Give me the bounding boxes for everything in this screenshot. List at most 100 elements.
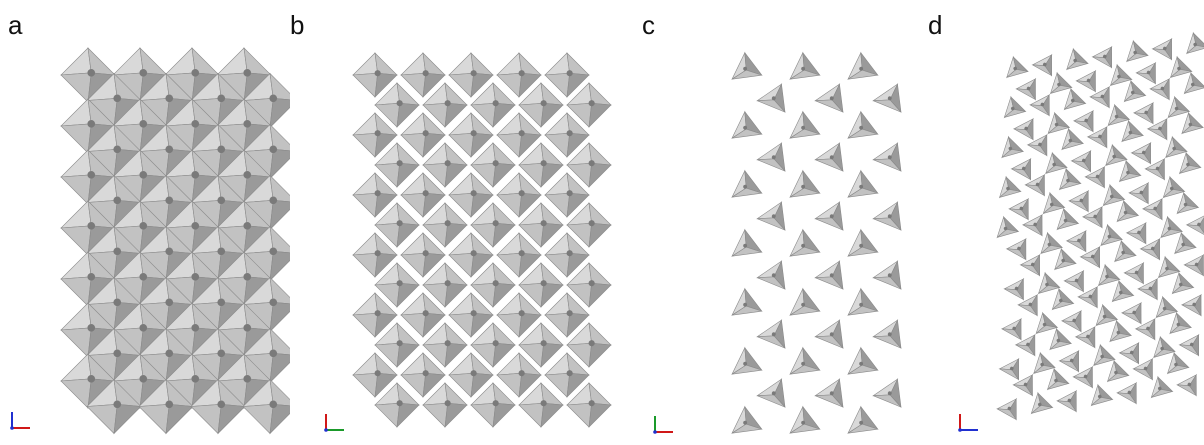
octahedron-b-49 — [566, 322, 612, 368]
tetrahedron-d-25 — [1167, 95, 1191, 119]
tetrahedron-d-53 — [1021, 213, 1043, 237]
tetrahedron-c-32 — [847, 346, 879, 376]
tetrahedron-d-75 — [1097, 263, 1121, 287]
octahedron-b-46 — [422, 322, 468, 368]
octahedron-b-17 — [470, 142, 516, 188]
axis-triad-d — [958, 414, 978, 432]
octahedron-b-7 — [470, 82, 516, 128]
tetrahedron-d-59 — [1005, 237, 1027, 261]
tetrahedron-d-84 — [1171, 271, 1195, 295]
octahedron-a-52 — [86, 378, 142, 435]
tetrahedron-c-3 — [756, 83, 786, 114]
octahedron-b-54 — [544, 352, 590, 398]
tetrahedron-d-45 — [1178, 151, 1202, 175]
tetrahedron-d-54 — [1056, 207, 1080, 231]
octahedron-b-29 — [566, 202, 612, 248]
tetrahedron-d-101 — [1093, 343, 1116, 367]
tetrahedron-d-79 — [1016, 293, 1039, 317]
tetrahedron-d-106 — [1046, 367, 1070, 391]
octahedron-b-27 — [470, 202, 516, 248]
tetrahedron-d-62 — [1100, 223, 1124, 247]
tetrahedron-d-57 — [1141, 197, 1163, 221]
tetrahedron-c-21 — [756, 260, 786, 291]
tetrahedron-d-55 — [1081, 205, 1103, 229]
tetrahedron-d-70 — [1139, 237, 1161, 261]
tetrahedron-c-8 — [847, 110, 879, 140]
tetrahedron-d-47 — [1042, 191, 1066, 215]
tetrahedron-d-38 — [1165, 135, 1188, 159]
panel-b: b — [290, 0, 620, 445]
tetrahedron-c-15 — [756, 201, 786, 232]
structure-b-octahedral-framework — [324, 52, 612, 432]
tetrahedron-d-30 — [1121, 119, 1145, 143]
panel-a: a — [0, 0, 290, 445]
structure-a-octahedral-framework — [10, 47, 290, 435]
tetrahedron-d-103 — [1153, 335, 1176, 359]
tetrahedron-d-43 — [1118, 159, 1142, 183]
tetrahedron-d-68 — [1079, 245, 1101, 269]
tetrahedron-d-113 — [1055, 389, 1078, 413]
tetrahedron-c-2 — [847, 51, 879, 81]
tetrahedron-c-34 — [814, 378, 844, 409]
octahedron-b-6 — [422, 82, 468, 128]
tetrahedron-d-99 — [1033, 351, 1056, 375]
tetrahedron-d-41 — [1058, 167, 1082, 191]
tetrahedron-d-61 — [1065, 229, 1087, 253]
octahedron-b-1 — [400, 52, 446, 98]
octahedron-b-34 — [544, 232, 590, 278]
tetrahedron-c-12 — [731, 169, 763, 199]
tetrahedron-d-82 — [1111, 279, 1135, 303]
octahedron-b-4 — [544, 52, 590, 98]
tetrahedron-d-39 — [998, 175, 1022, 199]
octahedron-b-25 — [374, 202, 420, 248]
octahedron-b-42 — [448, 292, 494, 338]
octahedron-b-8 — [518, 82, 564, 128]
panel-label-a: a — [8, 10, 23, 40]
axis-triad-b — [324, 414, 344, 432]
tetrahedron-d-35 — [1070, 149, 1092, 173]
octahedron-b-13 — [496, 112, 542, 158]
octahedron-a-22 — [190, 174, 246, 231]
tetrahedron-d-92 — [1014, 333, 1036, 357]
octahedron-b-56 — [422, 382, 468, 428]
tetrahedron-d-109 — [1132, 357, 1154, 381]
octahedron-a-31 — [242, 225, 290, 282]
tetrahedron-d-48 — [1067, 189, 1090, 213]
octahedron-b-47 — [470, 322, 516, 368]
tetrahedron-d-2 — [1066, 47, 1089, 71]
tetrahedron-d-107 — [1072, 365, 1094, 389]
tetrahedron-c-4 — [814, 83, 844, 114]
tetrahedron-c-24 — [731, 287, 763, 317]
tetrahedron-d-15 — [1063, 87, 1087, 111]
tetrahedron-d-112 — [1030, 391, 1054, 415]
tetrahedron-c-18 — [731, 228, 763, 258]
tetrahedron-d-71 — [1174, 231, 1197, 255]
octahedron-b-53 — [496, 352, 542, 398]
tetrahedron-d-49 — [1102, 183, 1126, 207]
tetrahedron-d-5 — [1151, 37, 1173, 61]
tetrahedron-c-31 — [789, 346, 821, 376]
octahedron-b-9 — [566, 82, 612, 128]
tetrahedron-d-26 — [1001, 135, 1025, 159]
tetrahedron-d-37 — [1130, 141, 1152, 165]
octahedron-a-55 — [242, 378, 290, 435]
tetrahedron-c-37 — [789, 405, 821, 435]
octahedron-b-50 — [352, 352, 398, 398]
tetrahedron-c-36 — [731, 405, 763, 435]
octahedron-b-39 — [566, 262, 612, 308]
octahedron-b-0 — [352, 52, 398, 98]
tetrahedron-d-81 — [1076, 285, 1099, 309]
tetrahedron-d-116 — [1150, 375, 1174, 399]
tetrahedron-d-108 — [1106, 359, 1130, 383]
octahedron-b-32 — [448, 232, 494, 278]
tetrahedron-d-0 — [1006, 55, 1029, 79]
tetrahedron-d-32 — [1181, 111, 1204, 135]
tetrahedron-c-20 — [847, 228, 879, 258]
tetrahedron-d-50 — [1127, 181, 1150, 205]
tetrahedron-d-8 — [1049, 71, 1073, 95]
tetrahedron-c-0 — [731, 51, 763, 81]
tetrahedron-d-78 — [1183, 253, 1204, 277]
octahedron-b-2 — [448, 52, 494, 98]
tetrahedron-d-114 — [1090, 383, 1114, 407]
structure-d-tetrahedral-network — [958, 31, 1204, 432]
